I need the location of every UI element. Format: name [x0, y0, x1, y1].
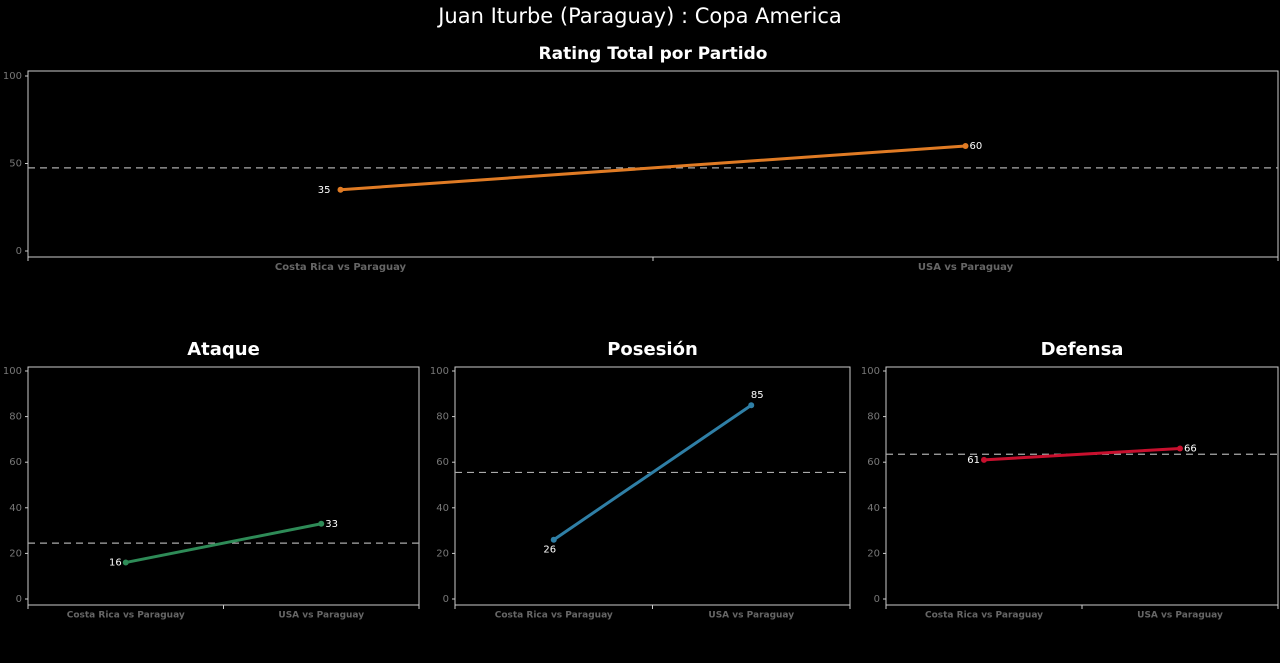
x-tick-label: USA vs Paraguay [708, 611, 794, 621]
data-label: 33 [325, 519, 338, 530]
series-line [552, 403, 753, 541]
data-label: 66 [1184, 444, 1197, 455]
y-tick-label: 0 [443, 594, 449, 605]
data-point [337, 186, 344, 193]
y-tick-label: 100 [861, 366, 880, 377]
x-tick-label: Costa Rica vs Paraguay [495, 611, 613, 621]
y-tick-label: 20 [9, 548, 22, 559]
chart-title: Rating Total por Partido [539, 44, 768, 64]
chart-title: Ataque [187, 339, 260, 360]
y-tick-label: 80 [436, 412, 449, 423]
data-point [1177, 445, 1183, 452]
x-tick-label: USA vs Paraguay [918, 262, 1014, 273]
y-tick-label: 0 [16, 594, 22, 605]
data-label: 35 [318, 185, 331, 196]
data-point [550, 536, 557, 543]
y-tick-label: 80 [867, 412, 880, 423]
chart-title: Defensa [1041, 339, 1124, 360]
x-tick-label: USA vs Paraguay [278, 611, 364, 621]
data-label: 60 [970, 141, 983, 152]
y-tick-label: 80 [9, 412, 22, 423]
y-tick-label: 40 [436, 503, 449, 514]
y-tick-label: 20 [436, 548, 449, 559]
x-tick-label: Costa Rica vs Paraguay [925, 611, 1043, 621]
y-tick-label: 20 [867, 548, 880, 559]
page-title: Juan Iturbe (Paraguay) : Copa America [436, 4, 842, 28]
data-label: 16 [109, 558, 122, 569]
series-line [340, 144, 966, 192]
y-tick-label: 100 [3, 71, 22, 82]
x-tick-label: Costa Rica vs Paraguay [275, 262, 407, 273]
data-point [122, 559, 129, 566]
y-tick-label: 100 [3, 366, 22, 377]
x-tick-label: USA vs Paraguay [1137, 611, 1223, 621]
y-tick-label: 0 [16, 246, 22, 257]
data-point [962, 143, 969, 149]
x-tick-label: Costa Rica vs Paraguay [67, 611, 185, 621]
y-tick-label: 100 [430, 366, 449, 377]
y-tick-label: 60 [436, 457, 449, 468]
y-tick-label: 40 [9, 503, 22, 514]
chart-title: Posesión [607, 339, 698, 360]
data-point [981, 456, 987, 463]
y-tick-label: 60 [9, 457, 22, 468]
series-line [125, 522, 322, 564]
y-tick-label: 50 [9, 159, 22, 170]
y-tick-label: 60 [867, 457, 880, 468]
y-tick-label: 0 [874, 594, 880, 605]
y-tick-label: 40 [867, 503, 880, 514]
data-label: 61 [967, 455, 980, 466]
data-point [748, 402, 755, 409]
data-point [318, 520, 325, 527]
data-label: 26 [543, 545, 556, 556]
series-line [983, 447, 1181, 462]
data-label: 85 [751, 390, 764, 401]
